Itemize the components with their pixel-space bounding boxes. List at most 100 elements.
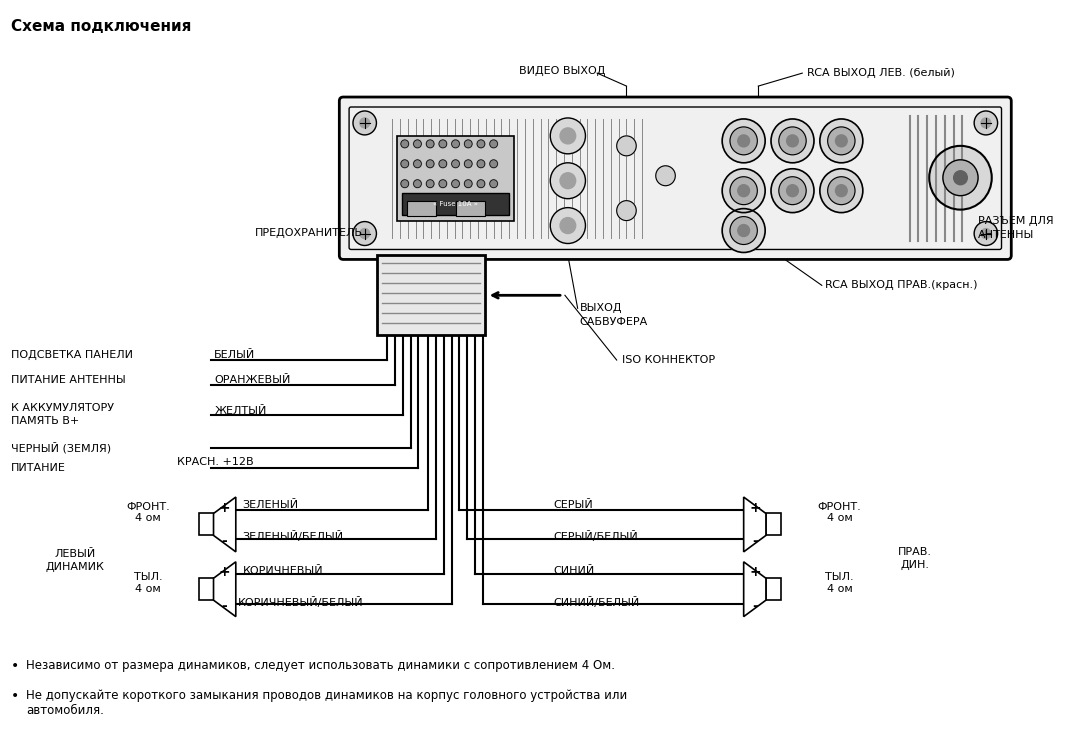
Text: « Fuse 10A »: « Fuse 10A » bbox=[433, 200, 478, 206]
FancyBboxPatch shape bbox=[455, 200, 485, 215]
Circle shape bbox=[560, 128, 576, 144]
Circle shape bbox=[820, 169, 863, 212]
Circle shape bbox=[787, 135, 799, 147]
Circle shape bbox=[439, 160, 447, 168]
Circle shape bbox=[464, 160, 472, 168]
Bar bbox=[765, 514, 780, 535]
Circle shape bbox=[560, 172, 576, 189]
Text: ЧЕРНЫЙ (ЗЕМЛЯ): ЧЕРНЫЙ (ЗЕМЛЯ) bbox=[11, 442, 111, 453]
Text: •: • bbox=[11, 659, 19, 673]
Circle shape bbox=[943, 160, 978, 196]
Circle shape bbox=[353, 111, 376, 135]
Text: БЕЛЫЙ: БЕЛЫЙ bbox=[214, 350, 255, 360]
Polygon shape bbox=[214, 497, 236, 552]
Text: СЕРЫЙ/БЕЛЫЙ: СЕРЫЙ/БЕЛЫЙ bbox=[554, 531, 638, 542]
Circle shape bbox=[836, 184, 848, 197]
Text: ВЫХОД: ВЫХОД bbox=[579, 303, 622, 313]
Text: СИНИЙ: СИНИЙ bbox=[554, 566, 594, 576]
Circle shape bbox=[981, 229, 991, 239]
Text: ПРЕДОХРАНИТЕЛЬ: ПРЕДОХРАНИТЕЛЬ bbox=[255, 227, 363, 237]
Text: ЖЕЛТЫЙ: ЖЕЛТЫЙ bbox=[214, 406, 266, 416]
Circle shape bbox=[414, 160, 421, 168]
Circle shape bbox=[414, 180, 421, 187]
Text: ПИТАНИЕ: ПИТАНИЕ bbox=[11, 462, 66, 473]
Text: КРАСН. +12В: КРАСН. +12В bbox=[177, 456, 253, 467]
FancyBboxPatch shape bbox=[350, 107, 1002, 249]
Text: •: • bbox=[11, 689, 19, 703]
Circle shape bbox=[787, 184, 799, 197]
Polygon shape bbox=[744, 497, 765, 552]
Circle shape bbox=[401, 160, 408, 168]
Circle shape bbox=[730, 127, 757, 155]
Polygon shape bbox=[744, 562, 765, 617]
Circle shape bbox=[655, 166, 676, 186]
FancyBboxPatch shape bbox=[339, 97, 1011, 260]
Circle shape bbox=[738, 135, 749, 147]
FancyBboxPatch shape bbox=[377, 255, 485, 335]
Circle shape bbox=[427, 140, 434, 148]
Text: АНТЕННЫ: АНТЕННЫ bbox=[978, 230, 1035, 239]
Text: ПАМЯТЬ В+: ПАМЯТЬ В+ bbox=[11, 416, 79, 426]
Bar bbox=[199, 578, 214, 600]
Circle shape bbox=[551, 118, 586, 154]
Circle shape bbox=[617, 136, 636, 156]
Circle shape bbox=[477, 160, 485, 168]
Circle shape bbox=[401, 180, 408, 187]
Circle shape bbox=[490, 140, 497, 148]
Text: ВИДЕО ВЫХОД: ВИДЕО ВЫХОД bbox=[520, 66, 605, 76]
Text: ПИТАНИЕ АНТЕННЫ: ПИТАНИЕ АНТЕННЫ bbox=[11, 375, 126, 385]
Circle shape bbox=[929, 146, 992, 209]
Circle shape bbox=[723, 209, 765, 252]
Text: ТЫЛ.: ТЫЛ. bbox=[825, 572, 854, 582]
Text: ДИНАМИК: ДИНАМИК bbox=[45, 562, 104, 572]
FancyBboxPatch shape bbox=[402, 193, 509, 215]
Circle shape bbox=[827, 127, 855, 155]
Circle shape bbox=[551, 208, 586, 243]
Circle shape bbox=[723, 169, 765, 212]
Circle shape bbox=[723, 119, 765, 163]
Circle shape bbox=[464, 140, 472, 148]
Circle shape bbox=[820, 119, 863, 163]
Text: СЕРЫЙ: СЕРЫЙ bbox=[554, 499, 593, 510]
Text: 4 ом: 4 ом bbox=[135, 514, 160, 523]
Text: ТЫЛ.: ТЫЛ. bbox=[134, 572, 162, 582]
Text: ДИН.: ДИН. bbox=[900, 560, 929, 570]
Text: РАЗЪЕМ ДЛЯ: РАЗЪЕМ ДЛЯ bbox=[978, 215, 1054, 226]
Circle shape bbox=[617, 200, 636, 221]
Circle shape bbox=[560, 218, 576, 233]
Circle shape bbox=[451, 180, 460, 187]
Text: 4 ом: 4 ом bbox=[135, 584, 160, 594]
Text: ОРАНЖЕВЫЙ: ОРАНЖЕВЫЙ bbox=[214, 375, 291, 385]
Text: ФРОНТ.: ФРОНТ. bbox=[818, 501, 862, 511]
Text: +: + bbox=[218, 501, 230, 514]
Text: ЛЕВЫЙ: ЛЕВЫЙ bbox=[55, 550, 95, 559]
Polygon shape bbox=[214, 562, 236, 617]
Circle shape bbox=[730, 217, 757, 245]
Text: Независимо от размера динамиков, следует использовать динамики с сопротивлением : Независимо от размера динамиков, следует… bbox=[26, 659, 615, 672]
FancyBboxPatch shape bbox=[397, 136, 514, 221]
Text: ПРАВ.: ПРАВ. bbox=[898, 547, 931, 557]
Circle shape bbox=[353, 221, 376, 245]
Text: -: - bbox=[753, 599, 758, 613]
Circle shape bbox=[954, 171, 967, 184]
Text: КОРИЧНЕВЫЙ/БЕЛЫЙ: КОРИЧНЕВЫЙ/БЕЛЫЙ bbox=[237, 596, 363, 608]
Circle shape bbox=[490, 180, 497, 187]
Circle shape bbox=[439, 180, 447, 187]
Bar bbox=[199, 514, 214, 535]
Bar bbox=[765, 578, 780, 600]
Text: СИНИЙ/БЕЛЫЙ: СИНИЙ/БЕЛЫЙ bbox=[554, 596, 639, 608]
Text: RCA ВЫХОД ЛЕВ. (белый): RCA ВЫХОД ЛЕВ. (белый) bbox=[807, 68, 955, 78]
Text: ЗЕЛЕНЫЙ/БЕЛЫЙ: ЗЕЛЕНЫЙ/БЕЛЫЙ bbox=[243, 531, 344, 542]
Text: ЗЕЛЕНЫЙ: ЗЕЛЕНЫЙ bbox=[243, 499, 298, 510]
Circle shape bbox=[730, 177, 757, 205]
Text: ISO КОННЕКТОР: ISO КОННЕКТОР bbox=[621, 355, 715, 365]
Text: КОРИЧНЕВЫЙ: КОРИЧНЕВЫЙ bbox=[243, 566, 323, 576]
Circle shape bbox=[490, 160, 497, 168]
Circle shape bbox=[414, 140, 421, 148]
Circle shape bbox=[738, 224, 749, 236]
Text: ПОДСВЕТКА ПАНЕЛИ: ПОДСВЕТКА ПАНЕЛИ bbox=[11, 350, 134, 360]
Circle shape bbox=[827, 177, 855, 205]
Text: -: - bbox=[753, 535, 758, 548]
Text: ФРОНТ.: ФРОНТ. bbox=[126, 501, 170, 511]
Circle shape bbox=[360, 118, 370, 128]
